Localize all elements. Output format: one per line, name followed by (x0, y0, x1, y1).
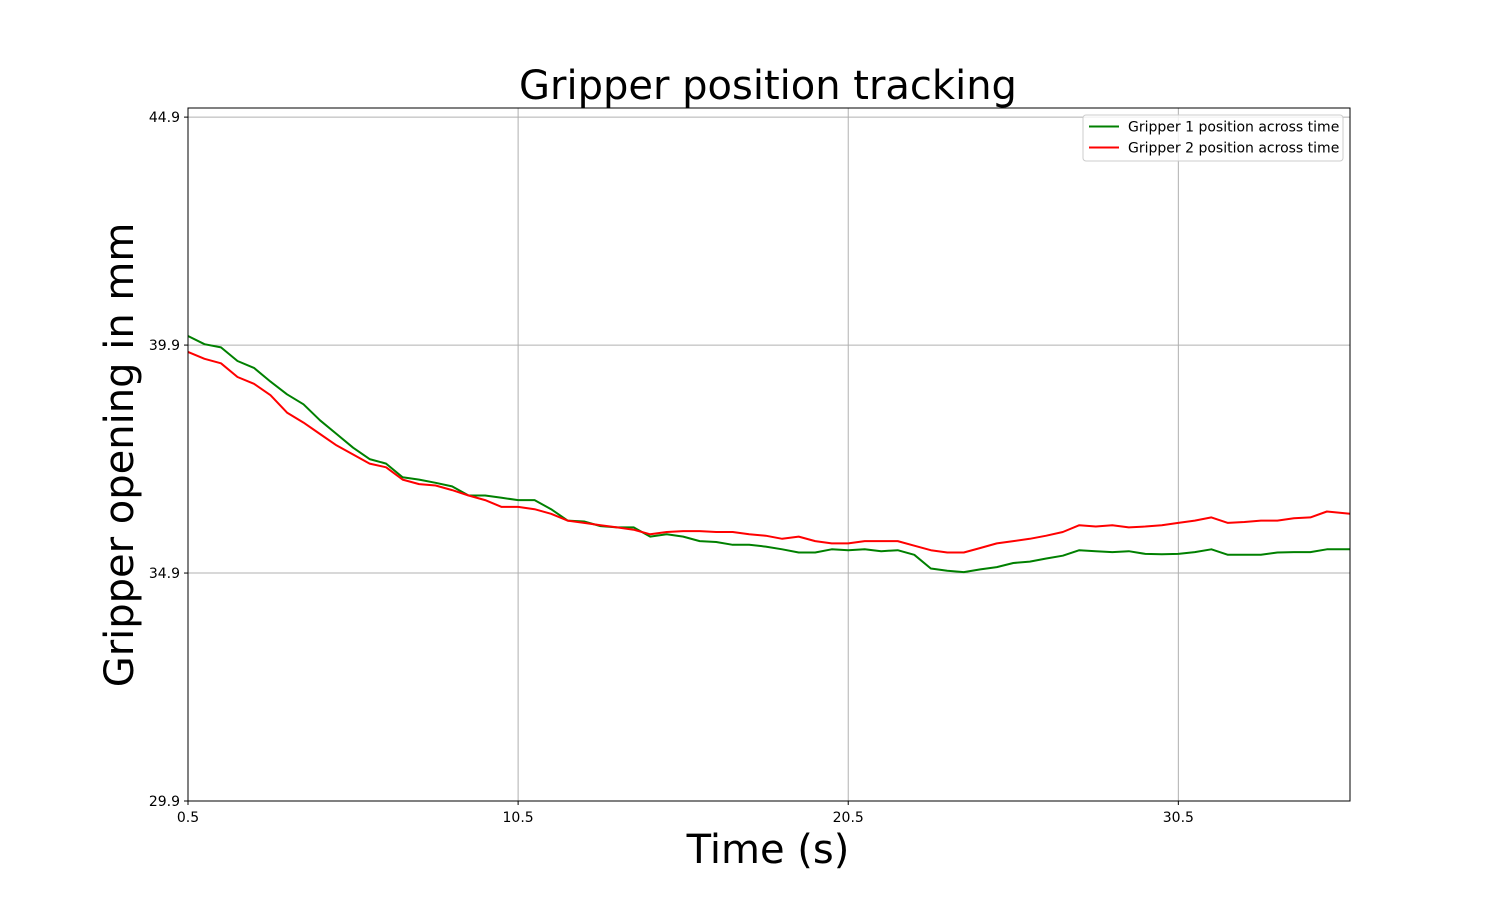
x-tick-label: 10.5 (503, 810, 534, 826)
y-axis-label: Gripper opening in mm (97, 223, 143, 688)
legend: Gripper 1 position across time Gripper 2… (1082, 114, 1344, 162)
y-tick-label: 29.9 (149, 794, 180, 810)
x-axis-label: Time (s) (686, 827, 850, 873)
legend-label-gripper-2: Gripper 2 position across time (1128, 141, 1339, 157)
x-tick-label: 20.5 (833, 810, 864, 826)
series-line-gripper-1 (187, 335, 1350, 574)
y-tick-label: 39.9 (149, 338, 180, 354)
y-tick-label: 34.9 (149, 566, 180, 582)
y-tick-label: 44.9 (149, 110, 180, 126)
x-tick-label: 30.5 (1163, 810, 1194, 826)
series-layer (187, 335, 1351, 574)
legend-label-gripper-1: Gripper 1 position across time (1128, 120, 1339, 136)
series-line-gripper-2 (187, 350, 1351, 554)
axis-ticks: 0.5 10.5 20.5 30.5 29.9 34.9 39.9 44.9 (149, 110, 1194, 826)
legend-box (1082, 114, 1344, 162)
chart-title: Gripper position tracking (519, 63, 1017, 109)
x-tick-label: 0.5 (177, 810, 199, 826)
plot-frame (187, 107, 1351, 802)
